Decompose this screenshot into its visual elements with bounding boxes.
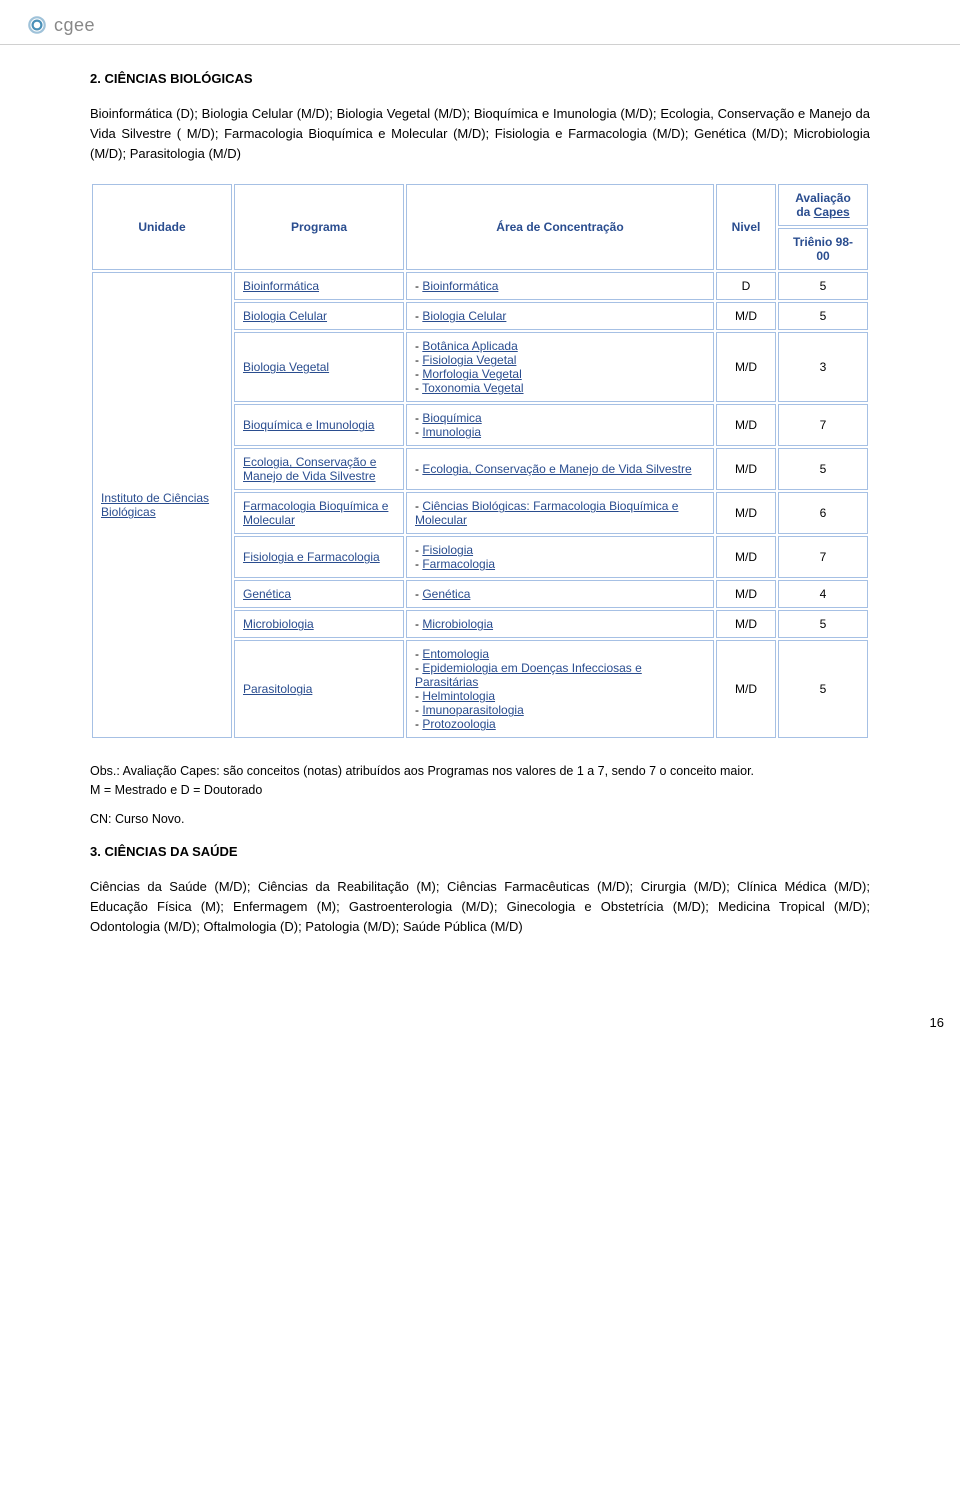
- table-notes: Obs.: Avaliação Capes: são conceitos (no…: [90, 762, 870, 800]
- logo-text: cgee: [54, 15, 95, 36]
- programa-link[interactable]: Biologia Vegetal: [243, 360, 329, 374]
- programa-link[interactable]: Farmacologia Bioquímica e Molecular: [243, 499, 388, 527]
- brand-logo: cgee: [26, 14, 95, 36]
- nivel-cell: M/D: [716, 610, 776, 638]
- area-link[interactable]: Fisiologia Vegetal: [422, 353, 516, 367]
- area-link[interactable]: Epidemiologia em Doenças Infecciosas e P…: [415, 661, 642, 689]
- area-link[interactable]: Ciências Biológicas: Farmacologia Bioquí…: [415, 499, 678, 527]
- section-2-title: 2. CIÊNCIAS BIOLÓGICAS: [90, 71, 870, 86]
- area-link[interactable]: Helmintologia: [422, 689, 495, 703]
- area-cell: - Bioinformática: [406, 272, 714, 300]
- page-content: 2. CIÊNCIAS BIOLÓGICAS Bioinformática (D…: [0, 45, 960, 985]
- area-link[interactable]: Biologia Celular: [422, 309, 506, 323]
- area-link[interactable]: Imunologia: [422, 425, 481, 439]
- note-cn: CN: Curso Novo.: [90, 812, 870, 826]
- col-avaliacao: Avaliação da Capes: [778, 184, 868, 226]
- aval-cell: 5: [778, 302, 868, 330]
- col-programa: Programa: [234, 184, 404, 270]
- nivel-cell: M/D: [716, 536, 776, 578]
- table-row: Instituto de Ciências BiológicasBioinfor…: [92, 272, 868, 300]
- aval-cell: 6: [778, 492, 868, 534]
- programa-cell: Genética: [234, 580, 404, 608]
- area-link[interactable]: Microbiologia: [422, 617, 493, 631]
- logo-icon: [26, 14, 48, 36]
- aval-cell: 5: [778, 640, 868, 738]
- area-link[interactable]: Bioinformática: [422, 279, 498, 293]
- area-link[interactable]: Bioquímica: [422, 411, 481, 425]
- area-link[interactable]: Imunoparasitologia: [422, 703, 523, 717]
- section-3-title: 3. CIÊNCIAS DA SAÚDE: [90, 844, 870, 859]
- col-nivel: Nivel: [716, 184, 776, 270]
- area-link[interactable]: Ecologia, Conservação e Manejo de Vida S…: [422, 462, 691, 476]
- page-number: 16: [0, 1015, 960, 1030]
- area-link[interactable]: Toxonomia Vegetal: [422, 381, 523, 395]
- aval-cell: 5: [778, 448, 868, 490]
- aval-cell: 5: [778, 272, 868, 300]
- page-header: cgee: [0, 0, 960, 45]
- programa-link[interactable]: Ecologia, Conservação e Manejo de Vida S…: [243, 455, 376, 483]
- area-cell: - Entomologia- Epidemiologia em Doenças …: [406, 640, 714, 738]
- area-link[interactable]: Fisiologia: [422, 543, 473, 557]
- area-link[interactable]: Morfologia Vegetal: [422, 367, 521, 381]
- area-cell: - Fisiologia- Farmacologia: [406, 536, 714, 578]
- area-link[interactable]: Entomologia: [422, 647, 489, 661]
- programa-cell: Bioinformática: [234, 272, 404, 300]
- area-link[interactable]: Botânica Aplicada: [422, 339, 517, 353]
- programa-link[interactable]: Microbiologia: [243, 617, 314, 631]
- area-cell: - Genética: [406, 580, 714, 608]
- programa-cell: Microbiologia: [234, 610, 404, 638]
- programa-link[interactable]: Bioinformática: [243, 279, 319, 293]
- col-trienio: Triênio 98-00: [778, 228, 868, 270]
- programs-table: Unidade Programa Área de Concentração Ni…: [90, 182, 870, 740]
- programa-link[interactable]: Parasitologia: [243, 682, 312, 696]
- note-legend: M = Mestrado e D = Doutorado: [90, 781, 870, 800]
- area-cell: - Ecologia, Conservação e Manejo de Vida…: [406, 448, 714, 490]
- programa-link[interactable]: Fisiologia e Farmacologia: [243, 550, 380, 564]
- area-cell: - Microbiologia: [406, 610, 714, 638]
- col-area: Área de Concentração: [406, 184, 714, 270]
- capes-link[interactable]: Capes: [814, 205, 850, 219]
- nivel-cell: M/D: [716, 580, 776, 608]
- section-2-intro: Bioinformática (D); Biologia Celular (M/…: [90, 104, 870, 164]
- aval-cell: 7: [778, 536, 868, 578]
- area-cell: - Ciências Biológicas: Farmacologia Bioq…: [406, 492, 714, 534]
- nivel-cell: M/D: [716, 332, 776, 402]
- note-obs: Obs.: Avaliação Capes: são conceitos (no…: [90, 762, 870, 781]
- area-cell: - Botânica Aplicada- Fisiologia Vegetal-…: [406, 332, 714, 402]
- aval-cell: 3: [778, 332, 868, 402]
- nivel-cell: M/D: [716, 302, 776, 330]
- programa-link[interactable]: Biologia Celular: [243, 309, 327, 323]
- nivel-cell: M/D: [716, 448, 776, 490]
- programa-cell: Fisiologia e Farmacologia: [234, 536, 404, 578]
- area-link[interactable]: Genética: [422, 587, 470, 601]
- unidade-link[interactable]: Instituto de Ciências Biológicas: [101, 491, 209, 519]
- nivel-cell: M/D: [716, 492, 776, 534]
- programa-cell: Biologia Vegetal: [234, 332, 404, 402]
- section-3-intro: Ciências da Saúde (M/D); Ciências da Rea…: [90, 877, 870, 937]
- programa-link[interactable]: Genética: [243, 587, 291, 601]
- nivel-cell: M/D: [716, 640, 776, 738]
- area-link[interactable]: Protozoologia: [422, 717, 495, 731]
- unidade-cell: Instituto de Ciências Biológicas: [92, 272, 232, 738]
- area-link[interactable]: Farmacologia: [422, 557, 495, 571]
- area-cell: - Biologia Celular: [406, 302, 714, 330]
- programa-cell: Bioquímica e Imunologia: [234, 404, 404, 446]
- aval-cell: 4: [778, 580, 868, 608]
- programa-cell: Ecologia, Conservação e Manejo de Vida S…: [234, 448, 404, 490]
- programa-cell: Farmacologia Bioquímica e Molecular: [234, 492, 404, 534]
- programa-link[interactable]: Bioquímica e Imunologia: [243, 418, 374, 432]
- col-unidade: Unidade: [92, 184, 232, 270]
- aval-cell: 7: [778, 404, 868, 446]
- aval-cell: 5: [778, 610, 868, 638]
- nivel-cell: D: [716, 272, 776, 300]
- programa-cell: Biologia Celular: [234, 302, 404, 330]
- programa-cell: Parasitologia: [234, 640, 404, 738]
- area-cell: - Bioquímica- Imunologia: [406, 404, 714, 446]
- nivel-cell: M/D: [716, 404, 776, 446]
